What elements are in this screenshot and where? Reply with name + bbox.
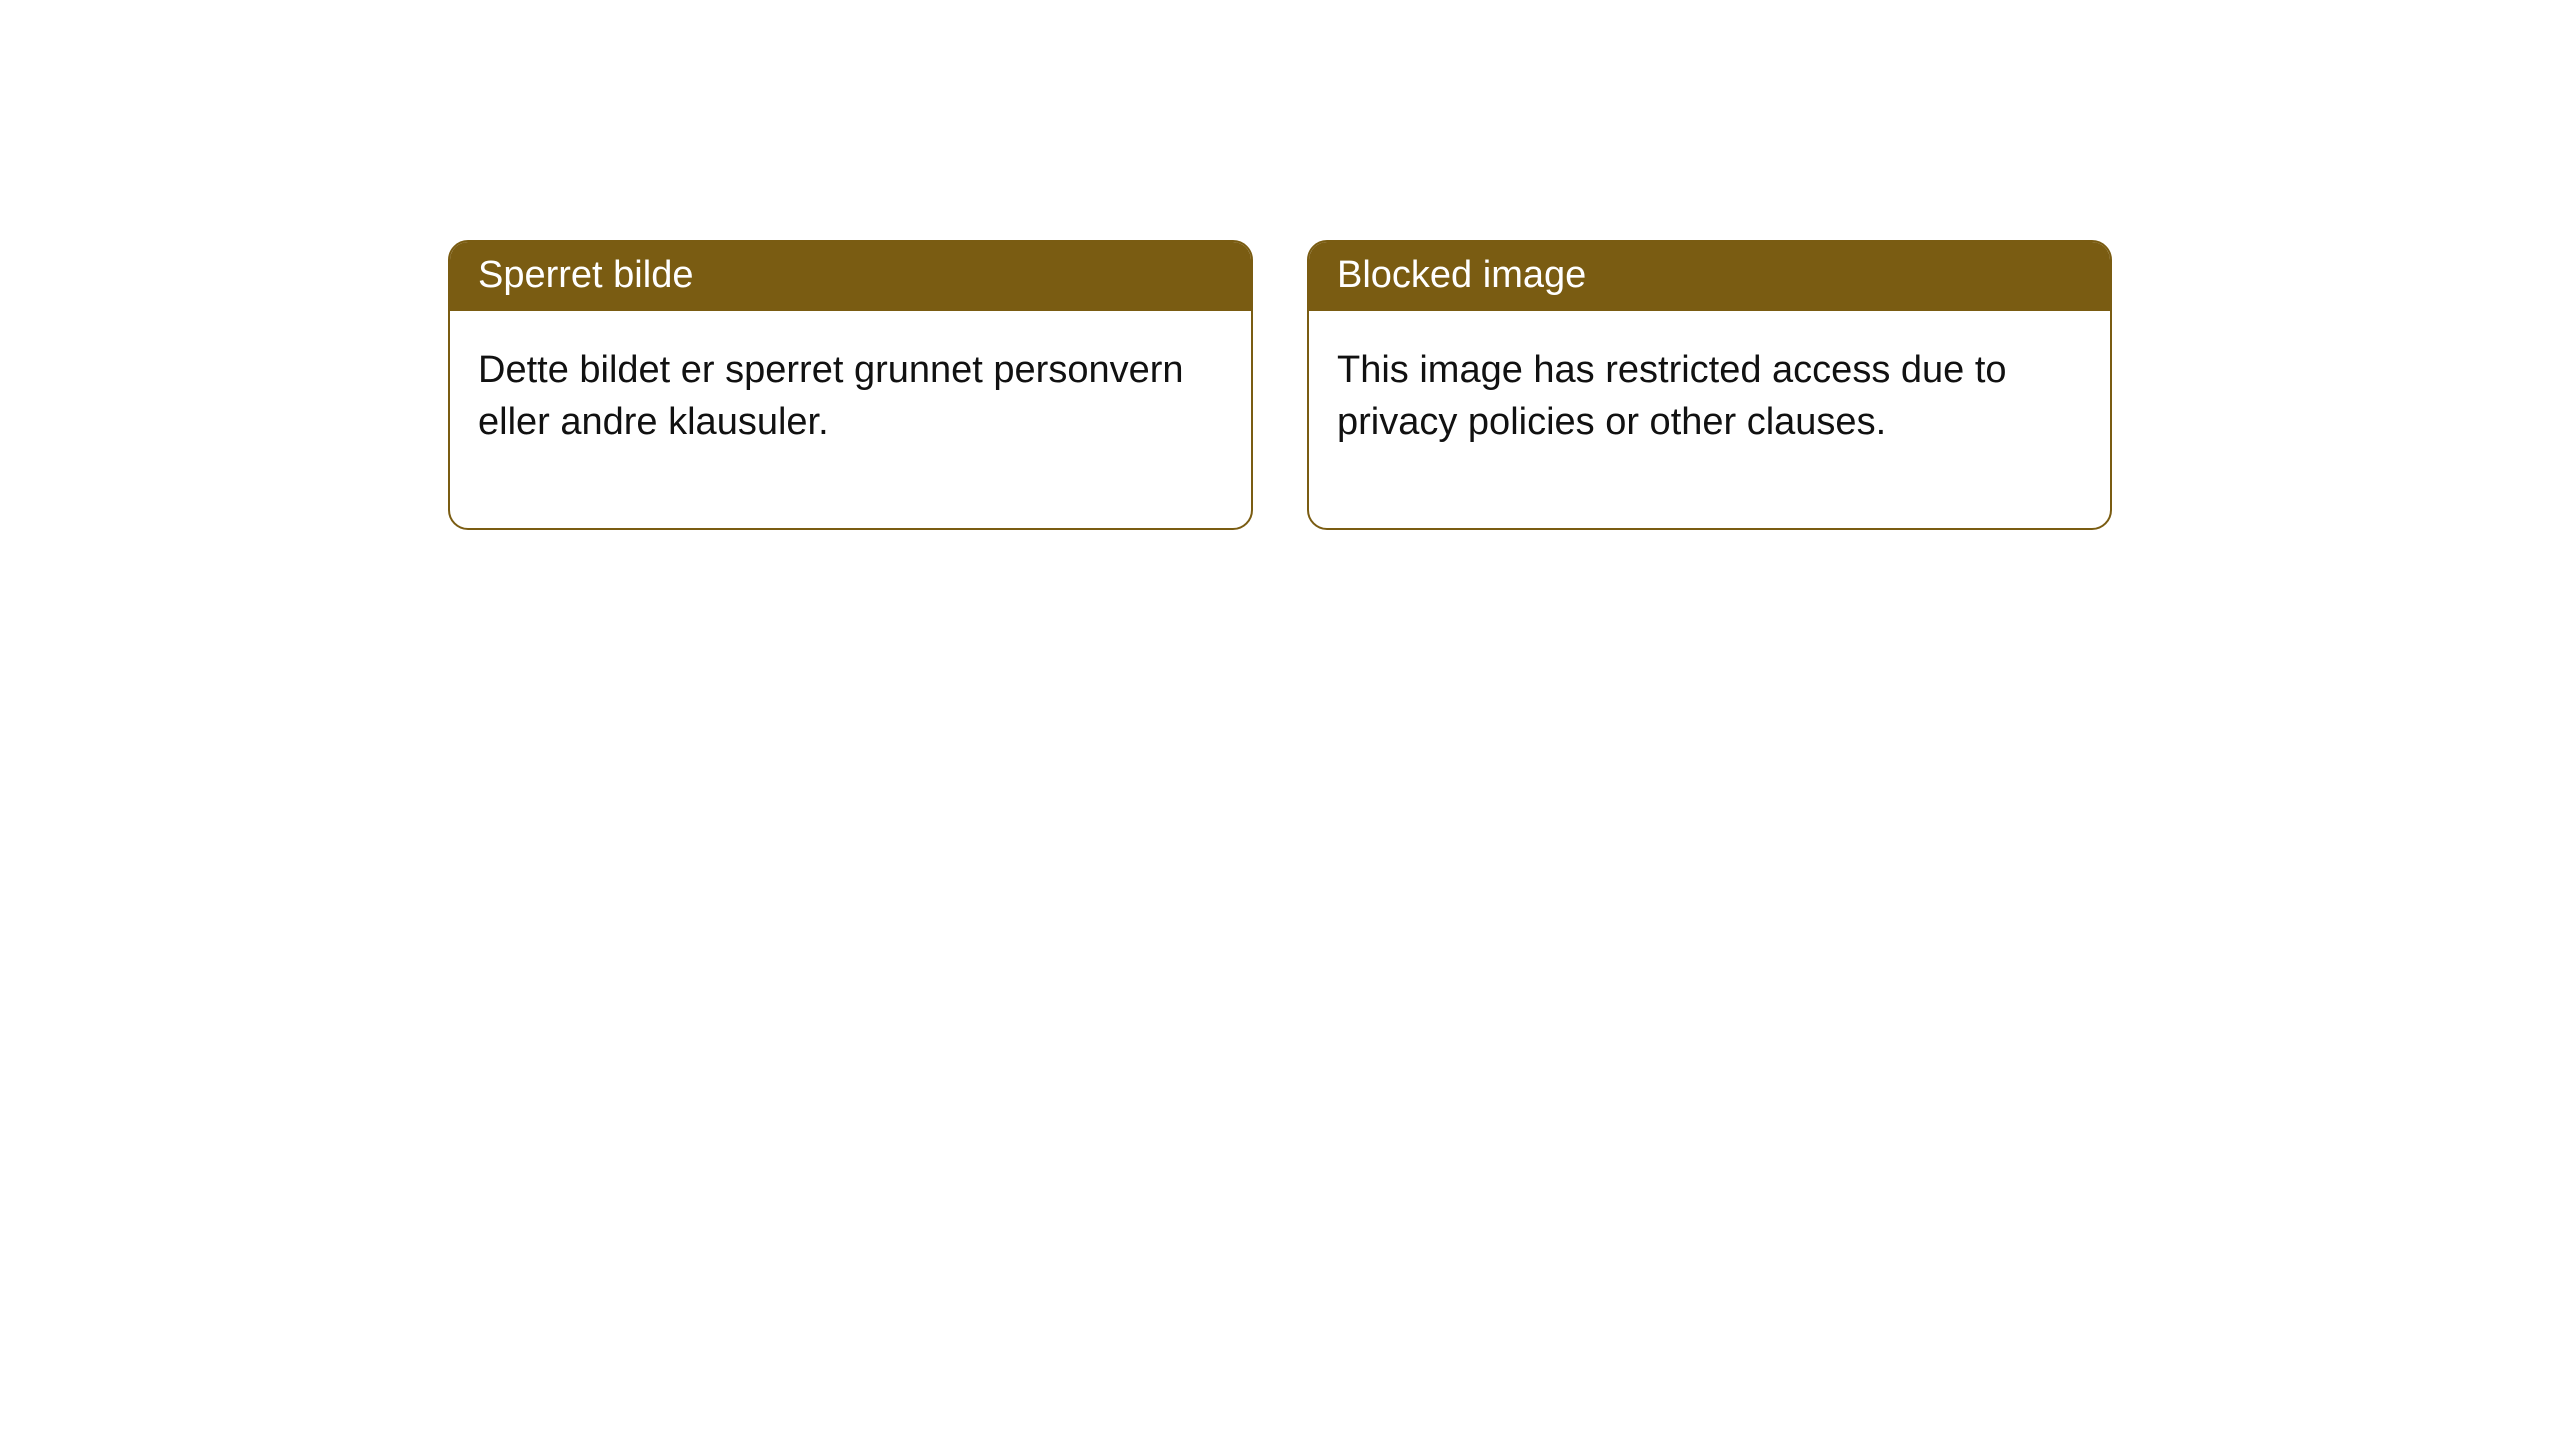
notice-body-text: This image has restricted access due to … bbox=[1309, 311, 2110, 528]
notice-title: Sperret bilde bbox=[450, 242, 1251, 311]
notice-container: Sperret bilde Dette bildet er sperret gr… bbox=[0, 0, 2560, 530]
notice-card-english: Blocked image This image has restricted … bbox=[1307, 240, 2112, 530]
notice-title: Blocked image bbox=[1309, 242, 2110, 311]
notice-card-norwegian: Sperret bilde Dette bildet er sperret gr… bbox=[448, 240, 1253, 530]
notice-body-text: Dette bildet er sperret grunnet personve… bbox=[450, 311, 1251, 528]
